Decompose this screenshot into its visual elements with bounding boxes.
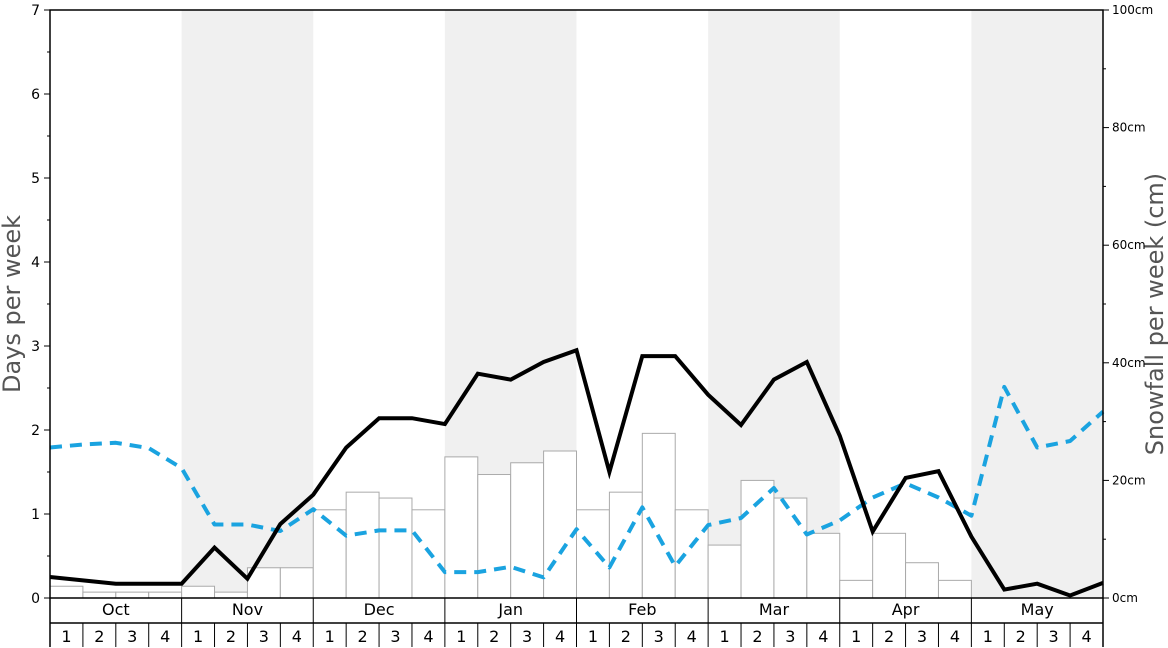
month-label: Apr [892,600,920,619]
week-label: 4 [1081,627,1091,646]
snow-day-bar [806,532,841,599]
month-label: Mar [759,600,790,619]
snow-day-bar [181,585,216,599]
snow-day-bar [674,509,709,599]
snow-day-bar [773,497,808,599]
snow-day-bar [707,544,742,599]
month-label: May [1021,600,1054,619]
right-tick-label: 40cm [1112,356,1146,370]
week-label: 1 [719,627,729,646]
week-label: 4 [423,627,433,646]
week-label: 3 [654,627,664,646]
week-label: 3 [127,627,137,646]
month-label: Dec [364,600,395,619]
week-label: 3 [917,627,927,646]
week-label: 4 [555,627,565,646]
right-tick-label: 60cm [1112,238,1146,252]
snowfall-line [49,384,1105,580]
snow-day-bar [378,497,413,599]
snow-day-bar [641,432,676,599]
week-label: 4 [292,627,302,646]
week-label: 3 [1049,627,1059,646]
left-tick-label: 1 [31,507,40,523]
right-tick-label: 20cm [1112,473,1146,487]
week-label: 3 [259,627,269,646]
snow-day-bar [345,491,380,599]
week-label: 1 [193,627,203,646]
y-axis-title: Days per week [0,215,26,393]
left-tick-label: 7 [31,3,40,19]
snow-day-bar [872,532,907,599]
month-label: Jan [497,600,523,619]
week-label: 1 [61,627,71,646]
week-label: 1 [851,627,861,646]
snow-day-bar [740,479,775,599]
week-label: 3 [785,627,795,646]
snow-day-bar [115,591,150,599]
snow-day-bar [608,491,643,599]
snow-day-bar [279,567,314,599]
y2-axis-title: Snowfall per week (cm) [1141,173,1168,455]
week-label: 1 [325,627,335,646]
snow-day-bar [937,579,972,599]
days-line [49,347,1104,598]
month-label: Nov [232,600,263,619]
snow-day-bar [214,591,248,599]
left-tick-label: 3 [31,339,40,355]
snow-day-bar [49,585,84,599]
left-tick-label: 0 [31,591,40,607]
snow-day-bar [477,474,512,599]
month-label: Oct [102,600,130,619]
month-band-may [971,10,1103,598]
week-label: 4 [950,627,960,646]
right-tick-label: 80cm [1112,121,1146,135]
week-label: 1 [983,627,993,646]
left-tick-label: 5 [31,171,40,187]
left-tick-label: 6 [31,87,40,103]
week-label: 2 [1016,627,1026,646]
week-label: 1 [456,627,466,646]
snow-day-bar [444,456,479,599]
left-tick-label: 4 [31,255,40,271]
week-label: 2 [752,627,762,646]
week-label: 4 [818,627,828,646]
right-tick-label: 0cm [1112,591,1138,605]
week-label: 3 [522,627,532,646]
snow-day-bar [839,579,874,599]
snow-day-bar [82,591,117,599]
week-label: 2 [94,627,104,646]
week-label: 1 [588,627,598,646]
week-label: 2 [489,627,499,646]
snow-day-bar [905,562,939,599]
week-label: 2 [226,627,236,646]
snow-day-bar [543,450,577,599]
snow-day-bar [148,591,183,599]
week-label: 2 [358,627,368,646]
month-label: Feb [628,600,656,619]
snow-day-bar [576,509,610,599]
week-label: 3 [390,627,400,646]
week-label: 4 [687,627,697,646]
week-label: 4 [160,627,170,646]
left-tick-label: 2 [31,423,40,439]
week-label: 2 [621,627,631,646]
month-band-nov [181,10,314,598]
right-tick-label: 100cm [1112,3,1153,17]
week-label: 2 [884,627,894,646]
